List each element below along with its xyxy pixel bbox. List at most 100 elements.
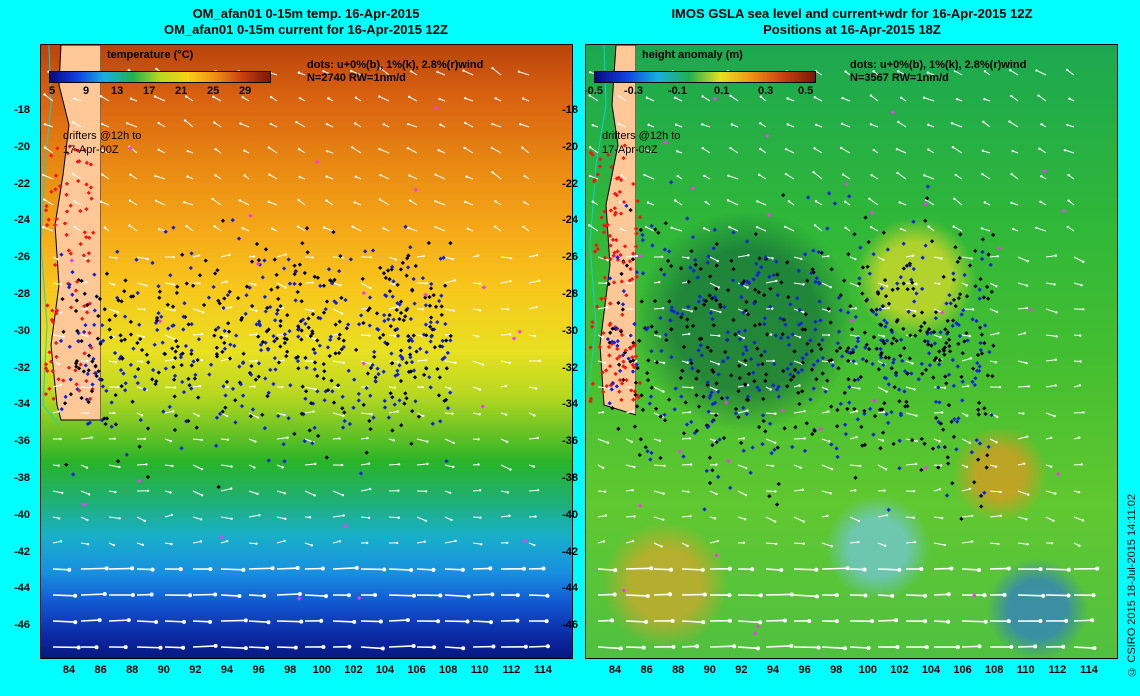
drifter-dot — [829, 267, 834, 272]
drifter-dot — [624, 263, 630, 268]
current-vector-head — [704, 200, 707, 204]
current-vector — [674, 97, 683, 102]
drifter-dot — [220, 409, 225, 414]
current-vector-head — [188, 593, 193, 598]
current-vector-head — [613, 568, 618, 573]
drifter-dot — [934, 415, 939, 421]
current-vector-head — [535, 253, 539, 257]
drifter-dot — [424, 350, 429, 355]
drifter-dot — [881, 362, 886, 368]
current-vector-head — [85, 307, 88, 311]
drifter-dot — [219, 535, 224, 540]
current-vector — [528, 280, 540, 284]
drifter-dot — [154, 315, 160, 321]
drifter-dot — [852, 378, 857, 383]
drifter-dot — [431, 292, 436, 298]
current-vector-head — [980, 227, 984, 230]
drifter-dot — [611, 253, 616, 258]
drifter-dot — [760, 413, 766, 418]
current-vector-head — [701, 95, 704, 98]
current-vector — [737, 516, 746, 520]
current-vector-head — [689, 463, 693, 466]
current-vector-head — [607, 386, 611, 390]
current-vector-head — [57, 517, 61, 520]
current-vector — [214, 122, 222, 128]
drifter-dot — [437, 375, 442, 380]
drifter-dot — [399, 423, 404, 428]
drifter-dot — [84, 234, 89, 240]
drifter-dot — [340, 425, 346, 430]
drifter-dot — [382, 318, 387, 324]
drifter-dot — [321, 283, 327, 288]
current-vector-head — [326, 149, 329, 153]
current-vector-head — [411, 643, 416, 648]
drifter-dot — [842, 422, 848, 427]
drifter-dot — [803, 327, 808, 332]
current-vector — [136, 256, 148, 260]
current-vector-head — [870, 225, 873, 229]
current-vector-head — [264, 645, 269, 650]
current-vector — [1045, 255, 1057, 258]
longitude-tick-label: 98 — [284, 664, 297, 676]
drifter-dot — [979, 256, 985, 262]
drifter-dot — [938, 330, 943, 335]
drifter-dot — [620, 312, 625, 317]
drifter-dot — [838, 308, 843, 313]
drifter-dot — [276, 413, 281, 419]
drifter-dot — [728, 485, 733, 491]
drifter-dot — [360, 276, 365, 281]
current-vector-head — [702, 592, 707, 597]
drifter-dot — [991, 343, 996, 348]
current-vector — [220, 488, 232, 492]
drifter-dot — [312, 360, 318, 365]
current-vector-head — [713, 517, 717, 520]
drifter-dot — [947, 343, 952, 349]
drifter-dot — [135, 290, 140, 296]
current-vector-head — [378, 95, 381, 98]
drifter-dot — [409, 441, 414, 446]
current-vector-head — [538, 279, 541, 282]
current-vector-head — [618, 147, 621, 151]
drifter-dot — [137, 322, 142, 327]
drifter-dot — [622, 244, 628, 249]
current-vector-head — [367, 516, 371, 520]
current-vector-head — [321, 644, 326, 649]
drifter-dot — [957, 255, 962, 261]
drifter-dot — [689, 361, 694, 366]
current-vector-head — [630, 307, 633, 311]
drifter-dot — [862, 408, 867, 413]
current-vector — [164, 386, 176, 389]
longitude-tick-label: 84 — [608, 664, 622, 676]
drifter-dot — [871, 252, 876, 257]
current-vector-head — [1010, 172, 1013, 176]
current-vector-head — [425, 282, 428, 285]
drifter-dot — [480, 404, 485, 409]
current-vector-head — [533, 334, 537, 338]
current-vector-head — [660, 255, 664, 259]
drifter-dot — [775, 445, 780, 450]
drifter-dot — [630, 257, 636, 262]
drifter-dot — [327, 353, 332, 359]
current-vector — [435, 226, 446, 232]
current-vector-head — [994, 465, 998, 468]
current-vector-head — [523, 644, 528, 649]
drifter-dot — [960, 351, 965, 356]
drifter-dot — [905, 287, 910, 292]
current-vector — [1073, 516, 1084, 521]
drifter-dot — [898, 353, 903, 358]
drifter-dot — [427, 294, 432, 300]
current-vector — [821, 308, 830, 312]
drifter-dot — [628, 266, 633, 272]
current-vector — [757, 200, 767, 206]
current-vector-head — [756, 200, 759, 203]
drifter-dot — [87, 330, 92, 336]
right-title-line2: Positions at 16-Apr-2015 18Z — [763, 22, 941, 37]
drifter-dot — [260, 412, 265, 417]
current-vector — [933, 620, 949, 623]
drifter-dot — [170, 304, 176, 309]
drifter-dot — [950, 357, 955, 363]
current-vector-head — [367, 462, 371, 465]
current-vector-head — [1023, 331, 1026, 335]
drifter-dot — [260, 339, 265, 345]
current-vector — [653, 516, 664, 521]
